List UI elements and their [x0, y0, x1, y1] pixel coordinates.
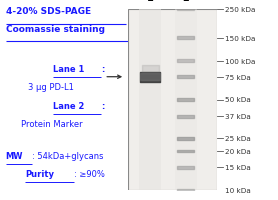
Bar	[139, 10, 161, 190]
Text: 15 kDa: 15 kDa	[225, 164, 250, 170]
Text: Protein Marker: Protein Marker	[21, 119, 83, 128]
Text: :: :	[101, 65, 105, 74]
Text: MW: MW	[6, 151, 23, 160]
Text: 150 kDa: 150 kDa	[225, 36, 255, 42]
Text: Coomassie staining: Coomassie staining	[6, 25, 105, 34]
Text: 10 kDa: 10 kDa	[225, 187, 250, 193]
Text: 3 μg PD-L1: 3 μg PD-L1	[28, 83, 74, 92]
Text: 20 kDa: 20 kDa	[225, 148, 250, 154]
Text: 25 kDa: 25 kDa	[225, 136, 250, 142]
Text: 75 kDa: 75 kDa	[225, 74, 250, 80]
Text: :: :	[101, 101, 105, 110]
Bar	[175, 10, 197, 190]
Text: 250 kDa: 250 kDa	[225, 7, 255, 13]
Text: : 54kDa+glycans: : 54kDa+glycans	[32, 151, 103, 160]
Text: Purity: Purity	[25, 169, 54, 178]
Text: Lane 1: Lane 1	[53, 65, 84, 74]
Text: 50 kDa: 50 kDa	[225, 97, 250, 103]
Text: 1: 1	[147, 0, 153, 3]
Text: 100 kDa: 100 kDa	[225, 58, 255, 64]
Text: : ≥90%: : ≥90%	[74, 169, 105, 178]
Text: 37 kDa: 37 kDa	[225, 114, 250, 120]
Text: 2: 2	[182, 0, 189, 3]
Text: Lane 2: Lane 2	[53, 101, 84, 110]
Text: 4-20% SDS-PAGE: 4-20% SDS-PAGE	[6, 7, 91, 16]
